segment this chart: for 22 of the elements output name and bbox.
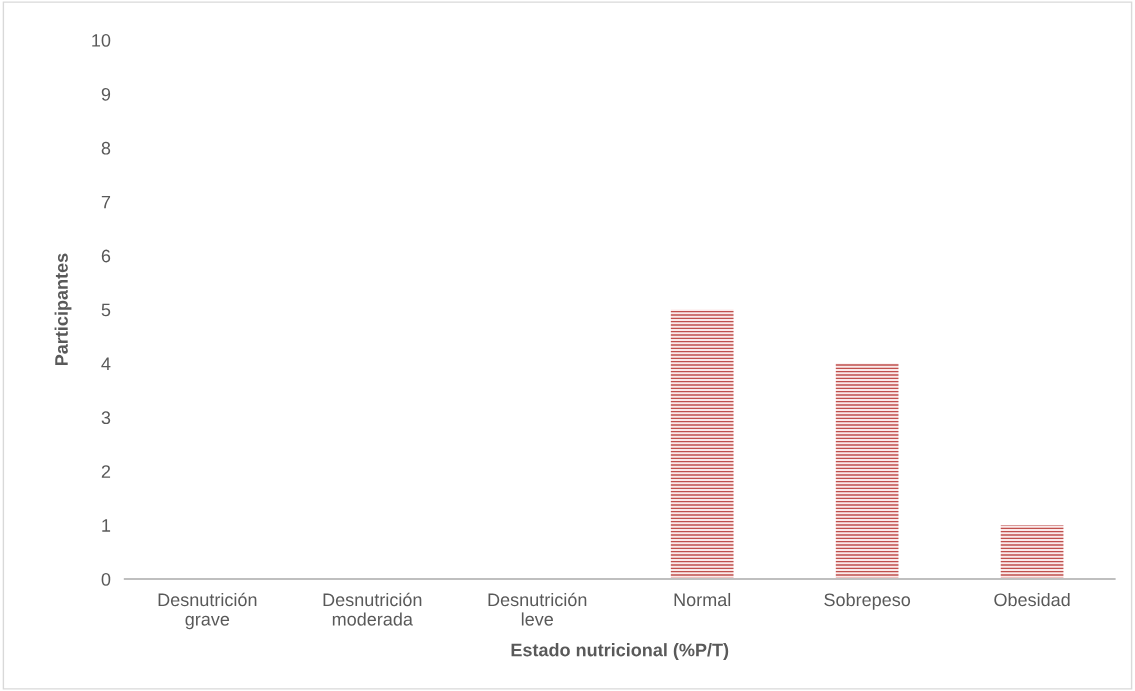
y-tick-label: 7 xyxy=(101,195,111,209)
x-tick-label: Desnutrición moderada xyxy=(323,592,422,626)
y-tick-label: 2 xyxy=(101,465,111,478)
y-tick-label: 5 xyxy=(101,303,111,317)
y-tick-label: 4 xyxy=(101,357,111,371)
y-tick-label: 8 xyxy=(101,141,111,155)
bar xyxy=(835,363,899,580)
y-tick-label: 3 xyxy=(101,411,111,425)
x-tick-label: Desnutrición leve xyxy=(488,592,587,626)
y-tick-label: 0 xyxy=(101,572,111,586)
y-tick-label: 1 xyxy=(102,519,111,532)
x-tick-label: Desnutrición grave xyxy=(158,592,257,630)
y-axis-title: Participantes xyxy=(54,253,72,366)
x-axis-title: Estado nutricional (%P/T) xyxy=(511,643,729,660)
bar xyxy=(670,309,734,580)
x-tick-label: Normal xyxy=(674,592,731,607)
y-tick-label: 9 xyxy=(101,87,111,101)
x-tick-label: Obesidad xyxy=(994,592,1070,607)
bar xyxy=(1000,525,1064,580)
y-tick-label: 6 xyxy=(101,249,111,263)
x-tick-label: Sobrepeso xyxy=(824,592,911,610)
y-tick-label: 10 xyxy=(92,34,111,47)
